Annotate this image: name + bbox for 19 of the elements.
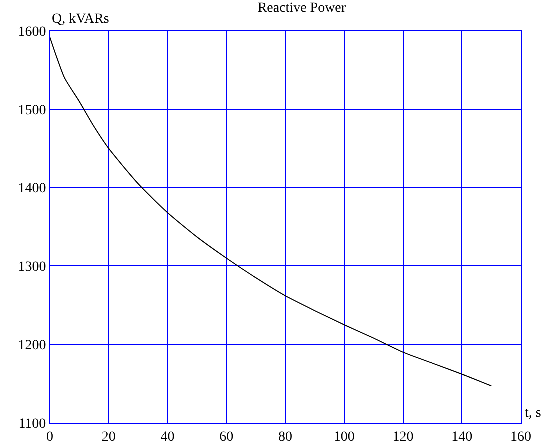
x-tick-label: 60 <box>220 430 234 445</box>
x-tick-label: 0 <box>46 430 54 445</box>
line-series <box>50 36 492 387</box>
x-axis-title: t, s <box>525 406 542 421</box>
y-tick-label: 1500 <box>18 103 46 118</box>
y-tick-label: 1100 <box>18 416 46 432</box>
y-tick-label: 1200 <box>18 338 46 354</box>
y-tick-label: 1400 <box>18 182 46 197</box>
chart-title: Reactive Power <box>258 1 346 16</box>
y-tick-label: 1300 <box>18 260 46 276</box>
x-tick-label: 80 <box>278 430 292 445</box>
x-tick-label: 20 <box>102 430 116 445</box>
x-tick-label: 120 <box>392 430 414 445</box>
x-tick-label: 100 <box>334 430 355 445</box>
y-axis-title: Q, kVARs <box>52 12 110 27</box>
x-tick-label: 140 <box>452 430 473 445</box>
y-tick-label: 1600 <box>18 24 46 40</box>
x-tick-label: 160 <box>510 430 532 445</box>
x-tick-label: 40 <box>160 430 175 445</box>
